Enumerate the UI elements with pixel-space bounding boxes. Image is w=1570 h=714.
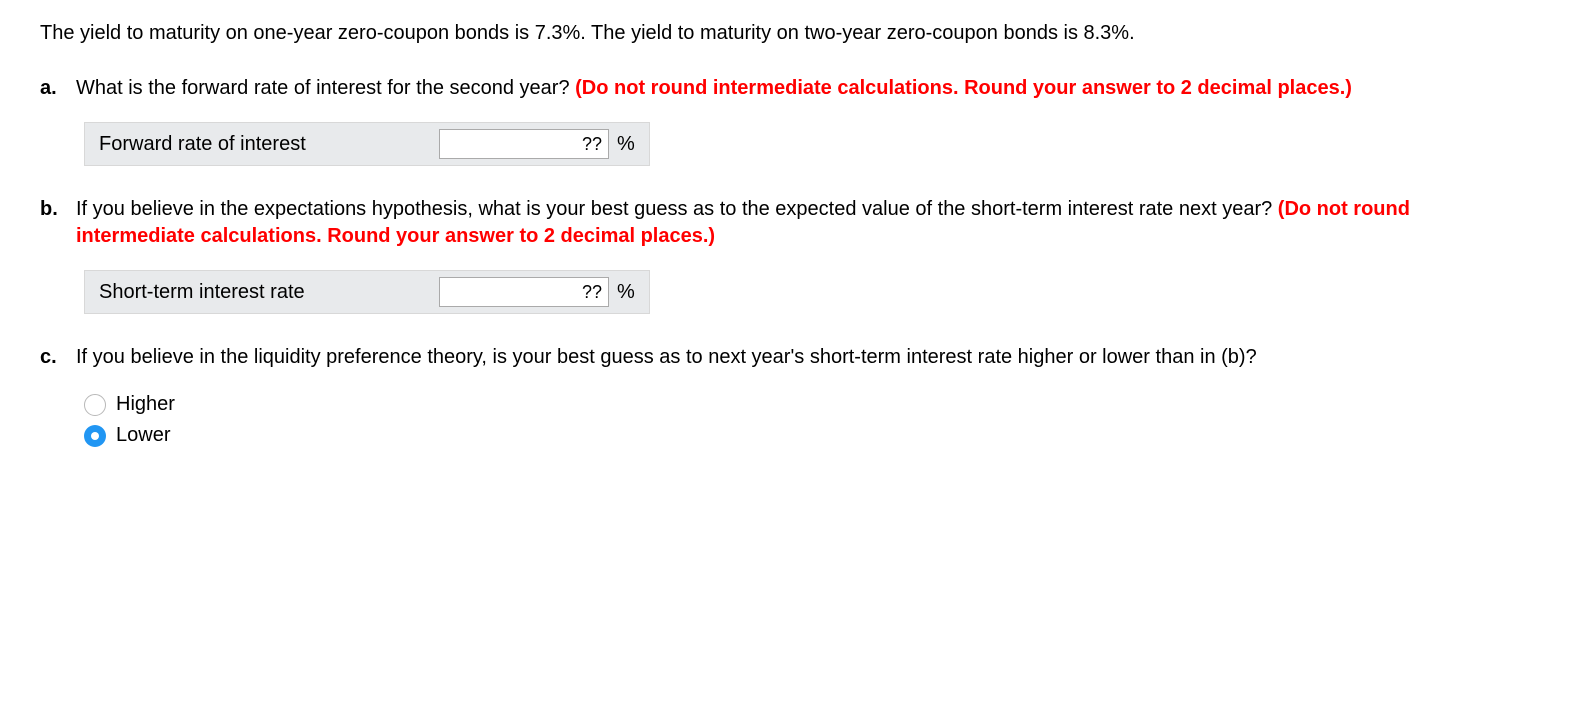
problem-intro: The yield to maturity on one-year zero-c… xyxy=(40,20,1530,47)
answer-unit: % xyxy=(609,131,635,158)
radio-icon xyxy=(84,394,106,416)
question-text: If you believe in the liquidity preferen… xyxy=(76,344,1530,371)
radio-option-higher[interactable]: Higher xyxy=(84,391,1530,418)
short-term-rate-input[interactable] xyxy=(439,277,609,307)
radio-label: Lower xyxy=(116,422,170,449)
question-prompt: What is the forward rate of interest for… xyxy=(76,77,575,99)
question-marker: a. xyxy=(40,75,57,102)
question-marker: b. xyxy=(40,196,58,223)
forward-rate-input[interactable] xyxy=(439,129,609,159)
answer-box: Short-term interest rate % xyxy=(84,270,650,314)
radio-icon xyxy=(84,425,106,447)
question-prompt: If you believe in the liquidity preferen… xyxy=(76,346,1257,368)
question-c: c. If you believe in the liquidity prefe… xyxy=(40,344,1530,449)
question-text: What is the forward rate of interest for… xyxy=(76,75,1530,102)
answer-box: Forward rate of interest % xyxy=(84,122,650,166)
question-a: a. What is the forward rate of interest … xyxy=(40,75,1530,166)
answer-unit: % xyxy=(609,279,635,306)
radio-option-lower[interactable]: Lower xyxy=(84,422,1530,449)
question-instruction: (Do not round intermediate calculations.… xyxy=(575,77,1352,99)
radio-label: Higher xyxy=(116,391,175,418)
question-prompt: If you believe in the expectations hypot… xyxy=(76,198,1278,220)
question-b: b. If you believe in the expectations hy… xyxy=(40,196,1530,314)
radio-group: Higher Lower xyxy=(84,391,1530,449)
answer-input-wrap: % xyxy=(439,277,649,307)
question-list: a. What is the forward rate of interest … xyxy=(40,75,1530,449)
question-text: If you believe in the expectations hypot… xyxy=(76,196,1530,250)
answer-label: Forward rate of interest xyxy=(85,131,439,158)
question-marker: c. xyxy=(40,344,57,371)
answer-input-wrap: % xyxy=(439,129,649,159)
answer-label: Short-term interest rate xyxy=(85,279,439,306)
